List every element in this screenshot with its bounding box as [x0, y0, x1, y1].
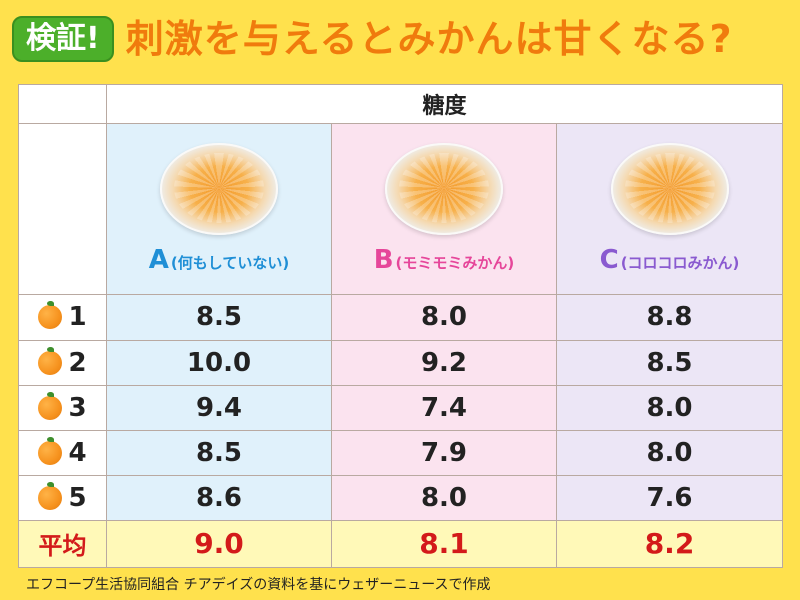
condition-text: (何もしていない) [170, 254, 290, 273]
value-cell: 8.0 [331, 474, 557, 521]
mandarin-bowl-photo-c [610, 143, 729, 236]
average-cell: 8.2 [555, 519, 784, 569]
value-cell: 8.5 [555, 339, 784, 386]
row-number: 2 [68, 347, 87, 378]
average-c: 8.2 [644, 527, 695, 561]
value-cell: 8.6 [106, 474, 332, 521]
value-cell: 10.0 [106, 339, 332, 386]
value-cell: 7.6 [555, 474, 784, 521]
orange-icon [38, 481, 63, 510]
row-number: 1 [68, 302, 87, 333]
value-c: 8.8 [646, 302, 693, 333]
condition-c-header: C (コロコロみかん) [555, 123, 784, 296]
orange-icon [38, 301, 63, 330]
average-a: 9.0 [194, 527, 244, 561]
condition-letter: A [148, 245, 169, 276]
value-c: 8.0 [646, 392, 693, 423]
source-note: エフコープ生活協同組合 チアデイズの資料を基にウェザーニュースで作成 [26, 577, 491, 593]
row-header: 4 [18, 429, 107, 476]
value-cell: 8.0 [555, 429, 784, 476]
mandarin-bowl-photo-b [385, 143, 503, 236]
value-cell: 8.8 [555, 294, 784, 341]
metric-header: 糖度 [105, 83, 784, 125]
condition-b-label: B (モミモミみかん) [332, 245, 556, 275]
value-cell: 7.9 [331, 429, 557, 476]
condition-text: (コロコロみかん) [620, 254, 740, 273]
table-row: 1 8.5 8.0 8.8 [18, 294, 784, 341]
condition-text: (モミモミみかん) [395, 254, 515, 273]
row-header: 1 [18, 294, 107, 341]
value-cell: 8.5 [106, 294, 332, 341]
metric-label: 糖度 [422, 94, 467, 120]
condition-a-header: A (何もしていない) [106, 123, 332, 296]
value-b: 7.9 [420, 437, 468, 468]
average-header: 平均 [18, 519, 107, 569]
sugar-content-table: 糖度 A (何もしていない) B (モミモミみかん) C (コロコロみかん) [18, 83, 784, 569]
value-cell: 9.2 [331, 339, 557, 386]
value-cell: 8.0 [331, 294, 557, 341]
value-cell: 8.0 [555, 384, 784, 431]
table-row: 4 8.5 7.9 8.0 [18, 429, 784, 476]
orange-icon [38, 391, 63, 420]
value-a: 10.0 [186, 347, 252, 378]
value-b: 8.0 [420, 302, 468, 333]
condition-b-header: B (モミモミみかん) [331, 123, 557, 296]
table-row: 5 8.6 8.0 7.6 [18, 474, 784, 521]
orange-icon [38, 346, 63, 375]
header: 検証! 刺激を与えるとみかんは甘くなる? [0, 0, 800, 78]
row-number: 4 [68, 437, 87, 468]
corner-cell [18, 83, 107, 125]
average-b: 8.1 [419, 527, 469, 561]
value-b: 7.4 [420, 392, 468, 423]
row-number: 5 [68, 482, 87, 513]
verify-badge: 検証! [12, 16, 114, 62]
table-row: 3 9.4 7.4 8.0 [18, 384, 784, 431]
value-cell: 9.4 [106, 384, 332, 431]
row-header: 5 [18, 474, 107, 521]
average-cell: 8.1 [331, 519, 557, 569]
page-title: 刺激を与えるとみかんは甘くなる? [125, 17, 733, 61]
table-row: 2 10.0 9.2 8.5 [18, 339, 784, 386]
value-cell: 8.5 [106, 429, 332, 476]
value-b: 9.2 [420, 347, 468, 378]
value-a: 8.5 [195, 437, 243, 468]
condition-c-label: C (コロコロみかん) [557, 245, 782, 275]
value-c: 8.0 [646, 437, 693, 468]
condition-letter: C [599, 245, 619, 276]
mandarin-bowl-photo-a [160, 143, 278, 236]
corner-cell-2 [18, 123, 107, 296]
value-a: 8.6 [195, 482, 243, 513]
average-cell: 9.0 [106, 519, 332, 569]
row-number: 3 [68, 392, 87, 423]
value-c: 8.5 [646, 347, 693, 378]
condition-letter: B [373, 245, 394, 276]
average-row: 平均 9.0 8.1 8.2 [18, 519, 784, 569]
value-a: 9.4 [195, 392, 243, 423]
average-label: 平均 [38, 532, 87, 561]
condition-a-label: A (何もしていない) [107, 245, 331, 275]
value-c: 7.6 [646, 482, 693, 513]
value-b: 8.0 [420, 482, 468, 513]
row-header: 3 [18, 384, 107, 431]
value-cell: 7.4 [331, 384, 557, 431]
row-header: 2 [18, 339, 107, 386]
orange-icon [38, 436, 63, 465]
value-a: 8.5 [195, 302, 243, 333]
